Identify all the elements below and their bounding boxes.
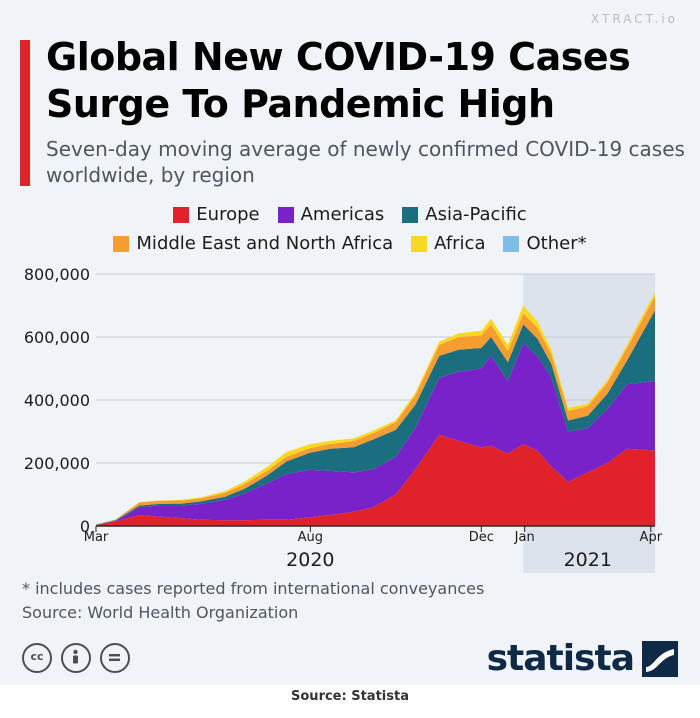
logo-text: statista [486, 638, 635, 679]
source-text: Source: World Health Organization [22, 603, 299, 622]
x-tick-label: Jan [514, 530, 535, 545]
legend-label: Middle East and North Africa [136, 233, 394, 254]
legend-label: Other* [526, 233, 587, 254]
legend-item-other: Other* [503, 233, 587, 254]
y-tick-label: 600,000 [24, 328, 90, 347]
legend-label: Europe [196, 204, 260, 225]
legend-label: Africa [434, 233, 486, 254]
legend-item-mena: Middle East and North Africa [113, 233, 393, 254]
cc-icon[interactable]: cc [22, 643, 52, 673]
legend-row-1: Europe Americas Asia-Pacific [0, 204, 700, 225]
y-tick-label: 400,000 [24, 391, 90, 410]
x-tick-label: Apr [640, 530, 663, 545]
legend-swatch [411, 235, 428, 252]
legend-label: Americas [300, 204, 385, 225]
legend-item-europe: Europe [173, 204, 260, 225]
area-europe [96, 434, 655, 526]
legend-label: Asia-Pacific [425, 204, 527, 225]
legend-swatch [113, 235, 130, 252]
legend-item-asia-pacific: Asia-Pacific [402, 204, 527, 225]
attribution-icon[interactable] [61, 643, 91, 673]
area-middle-east-and-north-africa [96, 296, 655, 525]
legend-swatch [277, 206, 294, 223]
area-africa [96, 292, 655, 525]
title-accent-bar [20, 40, 30, 186]
footnote-text: * includes cases reported from internati… [22, 579, 485, 598]
license-icons: cc [22, 643, 139, 673]
legend-row-2: Middle East and North Africa Africa Othe… [0, 233, 700, 254]
area-americas [96, 343, 655, 526]
chart-subtitle: Seven-day moving average of newly confir… [46, 137, 685, 187]
chart-title: Global New COVID-19 Cases Surge To Pande… [46, 35, 631, 126]
legend-item-americas: Americas [277, 204, 385, 225]
area-chart: 0 200,000 400,000 600,000 800,000 Mar Aug Dec Ja… [24, 265, 663, 573]
y-tick-label: 0 [80, 517, 90, 536]
year-label: 2021 [564, 549, 612, 571]
x-tick-label: Aug [298, 530, 323, 545]
chart-card: XTRACT.io Global New COVID-19 Cases Surg… [0, 0, 700, 685]
footer-source: Source: Statista [291, 689, 409, 704]
y-tick-label: 200,000 [24, 454, 90, 473]
legend-swatch [402, 206, 419, 223]
x-tick-label: Dec [469, 530, 494, 545]
statista-logo-icon [642, 641, 678, 677]
year-label: 2020 [286, 549, 334, 571]
no-derivatives-icon[interactable] [100, 643, 130, 673]
y-tick-label: 800,000 [24, 265, 90, 284]
legend-swatch [173, 206, 190, 223]
legend-swatch [503, 235, 520, 252]
watermark: XTRACT.io [591, 12, 678, 26]
x-tick-label: Mar [84, 530, 109, 545]
footnote: * includes cases reported from internati… [22, 577, 484, 625]
statista-logo[interactable]: statista [487, 639, 678, 679]
legend-item-africa: Africa [411, 233, 485, 254]
